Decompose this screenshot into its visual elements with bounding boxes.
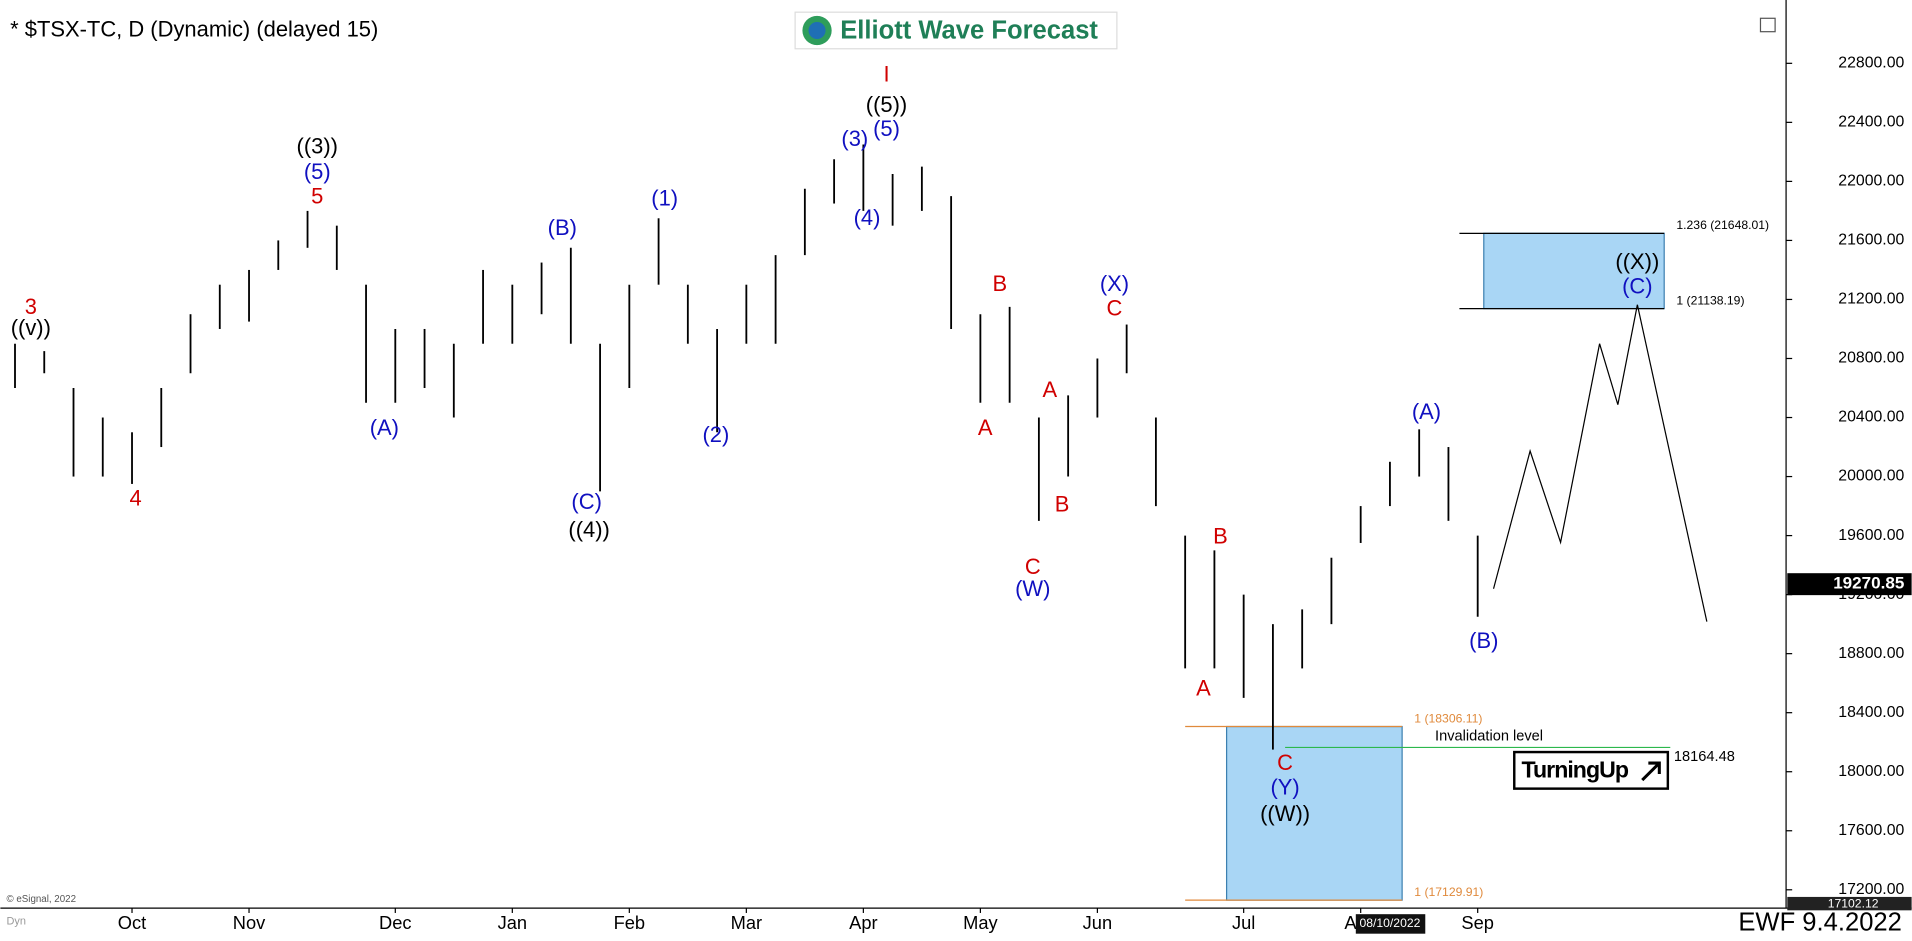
- wave-label: ((v)): [11, 315, 51, 340]
- wave-label: (X): [1100, 271, 1129, 296]
- wave-label: (2): [702, 422, 729, 447]
- cursor-price-label: 17102.12: [1828, 896, 1879, 910]
- mode-label: Dyn: [6, 915, 26, 927]
- support-level-label: 1 (18306.11): [1414, 711, 1482, 725]
- wave-label: ((X)): [1615, 249, 1659, 274]
- wave-label: 3: [25, 294, 37, 319]
- wave-label: B: [1213, 523, 1228, 548]
- wave-label: (B): [1469, 628, 1498, 653]
- wave-label: A: [1043, 377, 1058, 402]
- footer: EWF 9.4.2022: [1738, 909, 1902, 937]
- y-tick-label: 18000.00: [1838, 763, 1904, 780]
- x-tick-label: Oct: [118, 912, 146, 933]
- x-tick-label: Jul: [1232, 912, 1255, 933]
- badge-text: TurningUp: [1522, 757, 1629, 783]
- target-level-label: 1.236 (21648.01): [1676, 218, 1769, 232]
- y-tick-label: 20000.00: [1838, 468, 1904, 485]
- wave-label: C: [1025, 554, 1041, 579]
- y-tick-label: 22400.00: [1838, 114, 1904, 131]
- wave-label: (C): [1622, 273, 1652, 298]
- cursor-date-label: 08/10/2022: [1359, 916, 1420, 930]
- y-tick-label: 22800.00: [1838, 55, 1904, 72]
- x-tick-label: May: [963, 912, 998, 933]
- x-tick-label: Apr: [849, 912, 877, 933]
- wave-label: A: [978, 415, 993, 440]
- wave-label: (W): [1015, 576, 1050, 601]
- badge-arrow: [1641, 761, 1661, 782]
- x-tick-label: Jun: [1083, 912, 1112, 933]
- wave-label: I: [883, 61, 889, 86]
- cursor-date-box: [1355, 914, 1426, 934]
- wave-label: (A): [370, 415, 399, 440]
- wave-label: (B): [548, 215, 577, 240]
- logo-icon-inner: [808, 21, 826, 40]
- support-level-label: 1 (17129.91): [1414, 885, 1483, 899]
- y-tick-label: 21600.00: [1838, 232, 1904, 249]
- target-zone: [1483, 232, 1665, 310]
- wave-label: (3): [841, 126, 868, 151]
- wave-label: 4: [130, 486, 142, 511]
- y-tick-label: 21200.00: [1838, 291, 1904, 308]
- wave-label: C: [1277, 750, 1293, 775]
- x-tick-label: Jan: [498, 912, 527, 933]
- wave-label: ((3)): [297, 133, 338, 158]
- wave-label: A: [1196, 676, 1211, 701]
- y-tick-label: 18400.00: [1838, 704, 1904, 721]
- wave-label: (Y): [1270, 774, 1299, 799]
- support-zone: [1225, 725, 1403, 901]
- invalidation-text: Invalidation level: [1435, 728, 1543, 744]
- wave-label: (1): [651, 186, 678, 211]
- x-tick-label: Sep: [1461, 912, 1494, 933]
- wave-label: (5): [873, 116, 900, 141]
- invalidation-value: 18164.48: [1674, 749, 1735, 765]
- y-tick-label: 17200.00: [1838, 881, 1904, 898]
- window-icon[interactable]: [1759, 17, 1776, 33]
- badge-frame: [1513, 750, 1670, 790]
- wave-label: ((W)): [1260, 801, 1310, 826]
- y-tick-label: 17600.00: [1838, 822, 1904, 839]
- y-tick-label: 20400.00: [1838, 409, 1904, 426]
- wave-label: (C): [571, 489, 601, 514]
- copyright: © eSignal, 2022: [6, 894, 76, 905]
- wave-label: B: [993, 271, 1008, 296]
- x-tick-label: Nov: [233, 912, 266, 933]
- x-tick-label: Mar: [731, 912, 762, 933]
- wave-label: (5): [304, 159, 331, 184]
- wave-label: (4): [854, 205, 881, 230]
- wave-label: ((4)): [568, 517, 609, 542]
- target-level-label: 1 (21138.19): [1676, 293, 1744, 307]
- wave-label: (A): [1412, 399, 1441, 424]
- y-tick-label: 22000.00: [1838, 173, 1904, 190]
- projection-path: [1492, 304, 1708, 622]
- x-tick-label: Dec: [379, 912, 411, 933]
- logo-frame: [794, 11, 1118, 50]
- cursor-price-box: [1787, 896, 1912, 911]
- last-price-box: [1787, 573, 1912, 596]
- logo: Elliott Wave Forecast: [794, 11, 1118, 50]
- turning-up-badge: TurningUp: [1513, 750, 1670, 790]
- wave-label: 5: [311, 183, 323, 208]
- x-tick-label: Feb: [614, 912, 645, 933]
- y-tick-label: 18800.00: [1838, 645, 1904, 662]
- chart-title: * $TSX-TC, D (Dynamic) (delayed 15): [10, 16, 378, 41]
- wave-label: C: [1107, 295, 1123, 320]
- y-tick-label: 20800.00: [1838, 350, 1904, 367]
- y-tick-label: 19600.00: [1838, 527, 1904, 544]
- wave-label: B: [1055, 492, 1070, 517]
- last-price-label: 19270.85: [1833, 574, 1904, 593]
- logo-text: Elliott Wave Forecast: [840, 16, 1098, 44]
- wave-label: ((5)): [866, 92, 907, 117]
